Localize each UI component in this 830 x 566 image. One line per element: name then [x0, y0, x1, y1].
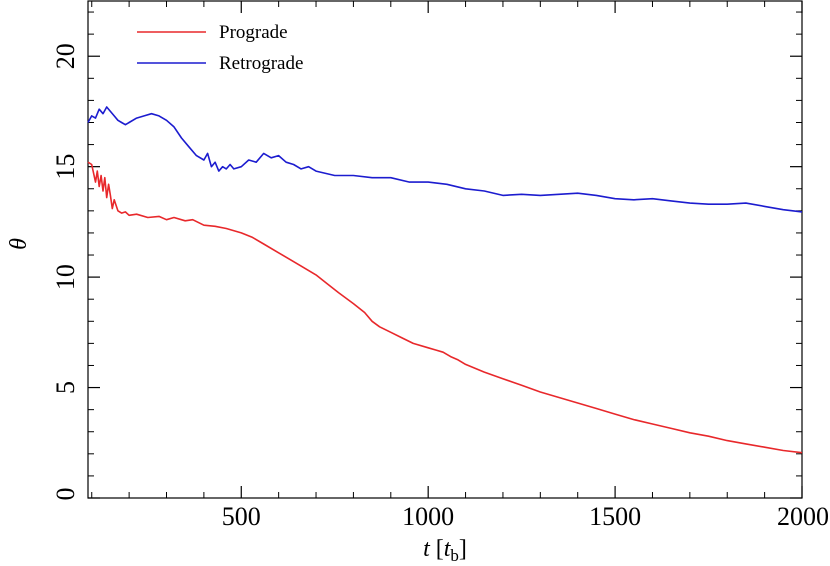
legend-label-prograde: Prograde: [219, 22, 288, 43]
y-tick-label: 20: [51, 43, 80, 69]
x-axis-label-unit: t: [444, 536, 452, 562]
plot-frame: [87, 0, 803, 499]
x-axis-label-unit-sub: b: [450, 546, 459, 565]
legend-label-retrograde: Retrograde: [219, 53, 303, 74]
y-tick-label: 5: [51, 381, 80, 394]
x-tick-label: 500: [222, 502, 261, 531]
axis-ticks: 500 1000 1500 2000 0 5 10 15 20: [51, 1, 829, 531]
series-line-prograde: [87, 161, 803, 454]
y-axis-label: θ: [6, 238, 32, 250]
y-tick-label: 0: [51, 488, 80, 501]
x-axis-label-var: t: [423, 536, 431, 562]
series-layer: [87, 106, 803, 454]
x-tick-label: 1500: [589, 502, 641, 531]
x-tick-label: 1000: [402, 502, 454, 531]
series-line-retrograde: [87, 106, 803, 213]
legend: Prograde Retrograde: [137, 22, 303, 74]
x-tick-label: 2000: [777, 502, 829, 531]
x-axis-label-open: [: [430, 536, 444, 562]
y-tick-label: 15: [51, 154, 80, 180]
x-axis-label-close: ]: [459, 536, 467, 562]
y-tick-label: 10: [51, 264, 80, 290]
x-axis-label: t [tb]: [423, 536, 467, 565]
